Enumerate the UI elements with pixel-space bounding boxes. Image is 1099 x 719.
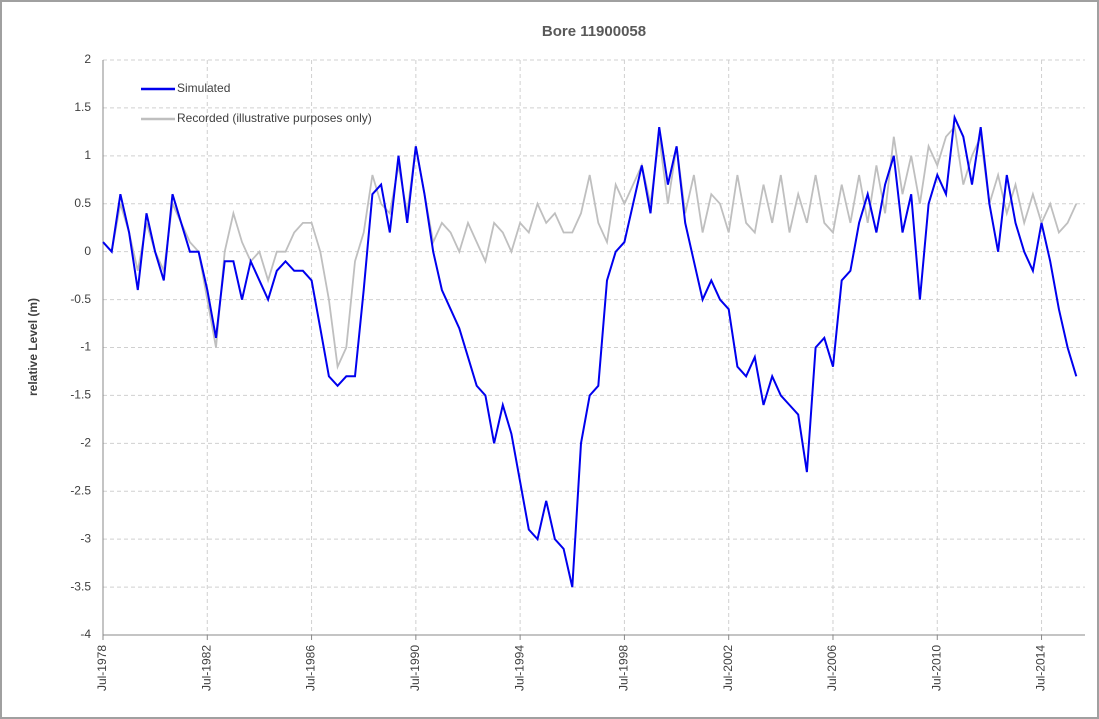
x-tick-label: Jul-2006: [825, 645, 839, 691]
series-line: [102, 113, 1078, 588]
legend-label: Simulated: [177, 81, 230, 95]
y-tick-label: 0: [84, 244, 91, 258]
x-tick-label: Jul-2010: [929, 645, 943, 691]
x-tick-label: Jul-1990: [408, 645, 422, 691]
x-tick-label: Jul-2014: [1034, 645, 1048, 691]
y-tick-label: -0.5: [70, 292, 91, 306]
x-tick-label: Jul-1978: [95, 645, 109, 691]
y-tick-label: -4: [80, 627, 91, 641]
x-tick-label: Jul-1986: [304, 645, 318, 691]
y-tick-label: -2: [80, 436, 91, 450]
y-tick-label: -1.5: [70, 388, 91, 402]
x-tick-label: Jul-1982: [199, 645, 213, 691]
series-line: [102, 125, 1078, 370]
x-tick-label: Jul-1998: [617, 645, 631, 691]
y-tick-label: 1.5: [74, 100, 91, 114]
x-tick-label: Jul-1994: [512, 645, 526, 691]
y-tick-label: -3: [80, 531, 91, 545]
y-tick-label: 0.5: [74, 196, 91, 210]
y-tick-label: -3.5: [70, 579, 91, 593]
y-tick-label: 1: [84, 148, 91, 162]
chart-title: Bore 11900058: [542, 23, 646, 40]
y-tick-label: -1: [80, 340, 91, 354]
legend-label: Recorded (illustrative purposes only): [177, 111, 372, 125]
x-tick-label: Jul-2002: [721, 645, 735, 691]
y-tick-label: 2: [84, 52, 91, 66]
y-tick-label: -2.5: [70, 483, 91, 497]
y-axis-label: relative Level (m): [26, 298, 40, 396]
